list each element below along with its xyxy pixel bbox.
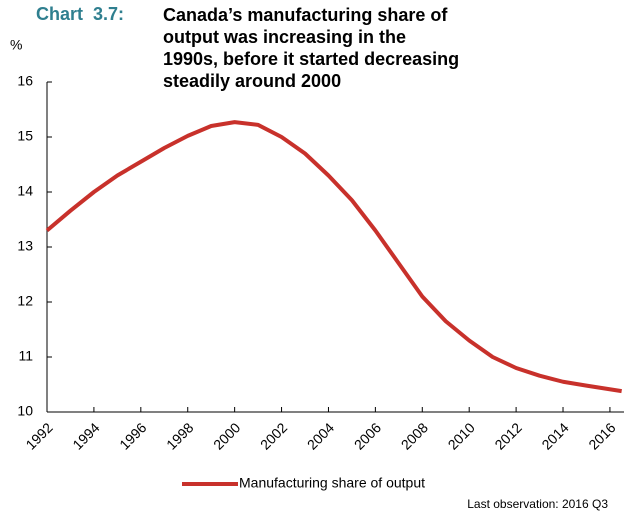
x-tick-label: 2012 <box>492 419 525 452</box>
chart-label: Chart 3.7: <box>36 4 125 24</box>
y-tick-label: 13 <box>17 238 33 254</box>
x-tick-label: 2004 <box>304 419 337 452</box>
line <box>45 120 622 394</box>
x-tick-label: 1992 <box>22 419 55 452</box>
x-tick-label: 2002 <box>257 419 290 452</box>
y-tick-label: 14 <box>17 183 33 199</box>
x-tick-label: 2010 <box>445 419 478 452</box>
y-tick-label: 16 <box>17 73 33 89</box>
x-tick-label: 1994 <box>69 419 102 452</box>
y-tick-label: 10 <box>17 403 33 419</box>
x-tick-label: 1996 <box>116 419 149 452</box>
x-tick-label: 2016 <box>585 419 618 452</box>
x-tick-label: 2014 <box>538 419 571 452</box>
x-tick-label: 2008 <box>398 419 431 452</box>
x-tick-label: 2000 <box>210 419 243 452</box>
note: Last observation: 2016 Q3 <box>467 497 608 511</box>
chart-title: Canada’s manufacturing share of output w… <box>163 5 460 91</box>
y-tick-label: 11 <box>18 348 33 364</box>
legend-label: Manufacturing share of output <box>239 475 425 491</box>
y-tick-label: 12 <box>17 293 33 309</box>
x-tick-label: 2006 <box>351 419 384 452</box>
y-unit: % <box>10 37 22 53</box>
y-tick-label: 15 <box>17 128 33 144</box>
x-tick-label: 1998 <box>163 419 196 452</box>
